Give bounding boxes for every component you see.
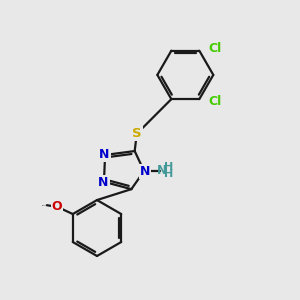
Text: methoxy: methoxy xyxy=(42,204,48,206)
Text: Cl: Cl xyxy=(208,95,221,108)
Text: Cl: Cl xyxy=(208,42,221,55)
Text: N: N xyxy=(156,164,167,177)
Text: N: N xyxy=(140,165,150,178)
Text: N: N xyxy=(99,148,110,161)
Text: S: S xyxy=(132,127,142,140)
Text: N: N xyxy=(98,176,109,189)
Text: O: O xyxy=(52,200,62,213)
Text: H: H xyxy=(164,169,173,179)
Text: H: H xyxy=(164,162,173,172)
